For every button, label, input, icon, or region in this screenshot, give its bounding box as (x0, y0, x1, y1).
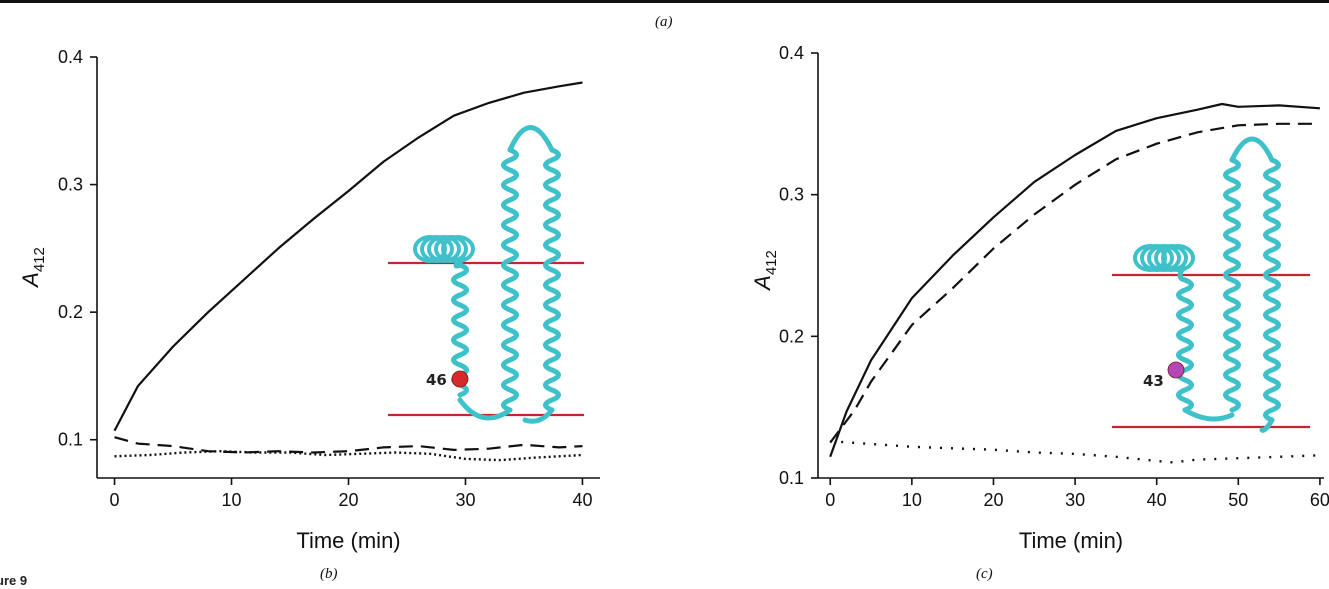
x-tick-label: 60 (1310, 490, 1329, 510)
x-tick-label: 10 (902, 490, 922, 510)
chart-c: 0 10 20 30 40 50 60 0.1 0.2 0.3 0.4 Time (min) A412 4… (750, 43, 1329, 553)
y-axis-label: A412 (750, 250, 780, 292)
series-line-solid (829, 102, 1320, 458)
x-tick-label: 10 (222, 490, 242, 510)
x-tick-label: 50 (1228, 490, 1248, 510)
residue-marker (1167, 361, 1185, 379)
residue-marker (451, 370, 469, 388)
x-tick-label: 20 (338, 490, 358, 510)
y-tick-label: 0.3 (779, 185, 804, 205)
helix-loop (1182, 407, 1235, 422)
y-tick-label: 0.4 (58, 47, 83, 67)
helix-loop (522, 407, 555, 424)
x-tick-label: 40 (1147, 490, 1167, 510)
top-rule (0, 0, 1329, 3)
helix-loop (457, 397, 513, 421)
helix-coil (1161, 244, 1195, 272)
protein-inset-b: 46 (388, 125, 584, 424)
figure-caption-tag: ure 9 (0, 573, 27, 588)
x-tick-label: 30 (455, 490, 475, 510)
helix-loop (507, 125, 555, 153)
x-tick-label: 40 (572, 490, 592, 510)
series-line-dashed (829, 122, 1320, 444)
series-line-dotted (114, 450, 583, 462)
chart-b: 0 10 20 30 40 0.1 0.2 0.3 0.4 Time (min) A412 46 (18, 47, 600, 553)
helix-loop (1259, 417, 1275, 433)
panel-label-a: (a) (655, 14, 673, 30)
residue-number-label: 43 (1143, 372, 1164, 390)
x-tick-label: 0 (110, 490, 120, 510)
series-line-dashed (114, 436, 583, 454)
y-tick-label: 0.2 (58, 302, 83, 322)
series-line-dotted (830, 440, 1320, 464)
y-tick-label: 0.1 (779, 468, 804, 488)
helix-loop (453, 255, 467, 269)
y-tick-label: 0.3 (58, 175, 83, 195)
y-axis-label: A412 (18, 247, 48, 289)
x-tick-label: 0 (825, 490, 835, 510)
x-tick-label: 20 (983, 490, 1003, 510)
helix (1263, 157, 1281, 423)
helix-loop (1229, 136, 1275, 163)
x-tick-label: 30 (1065, 490, 1085, 510)
panel-label-b: (b) (320, 566, 338, 582)
helix (501, 147, 519, 413)
x-axis-label: Time (min) (296, 528, 400, 553)
y-tick-label: 0.2 (779, 326, 804, 346)
helix (1223, 157, 1241, 413)
panel-label-c: (c) (976, 566, 993, 582)
helix (1176, 277, 1194, 413)
y-tick-label: 0.1 (58, 430, 83, 450)
residue-number-label: 46 (426, 371, 447, 389)
y-tick-label: 0.4 (779, 43, 804, 63)
x-axis-label: Time (min) (1019, 528, 1123, 553)
helix-loop (1177, 264, 1187, 283)
protein-inset-c: 43 (1112, 136, 1310, 433)
series-line-solid (113, 81, 583, 432)
helix (543, 147, 561, 413)
